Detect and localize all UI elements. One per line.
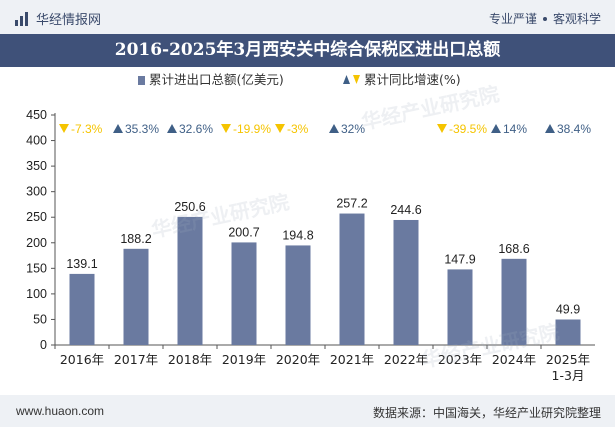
y-tick-label: 250 [26,210,47,224]
x-tick-label: 2019年 [222,352,266,367]
bar-value-label: 250.6 [174,200,205,214]
bar-value-label: 200.7 [228,225,259,239]
bar-value-label: 244.6 [390,203,421,217]
chart-logo-icon [15,11,28,26]
bar [69,273,95,345]
title-bar: 2016-2025年3月西安关中综合保税区进出口总额 [0,34,615,67]
slogan-left: 专业严谨 [488,12,537,26]
legend-label-growth: 累计同比增速(%) [364,72,461,87]
slogan-right: 客观科学 [552,12,601,26]
x-tick-label: 2018年 [168,352,212,367]
y-tick-label: 50 [33,312,47,326]
separator-dot-icon [542,16,547,21]
growth-value-label: -3% [287,122,309,136]
bar [285,245,311,345]
bar-value-label: 147.9 [444,252,475,266]
bar-value-label: 188.2 [120,232,151,246]
brand-logo: 华经情报网 [14,9,101,28]
x-tick-label: 2024年 [492,352,536,367]
x-tick-label: 2025年 [546,352,590,367]
bar [339,213,365,345]
growth-value-label: -7.3% [71,122,103,136]
brand-name: 华经情报网 [36,13,102,28]
growth-down-marker [275,124,285,133]
legend-bar-swatch [138,76,145,85]
bar [177,216,203,345]
growth-value-label: 14% [503,122,527,136]
bar-value-label: 257.2 [336,197,367,211]
bar [555,319,581,345]
x-tick-label: 2017年 [114,352,158,367]
bar-value-label: 194.8 [282,228,313,242]
y-tick-label: 0 [40,338,47,352]
bar-value-label: 168.6 [498,242,529,256]
growth-value-label: -19.9% [233,122,271,136]
growth-value-label: 32% [341,122,365,136]
y-tick-label: 200 [26,236,47,250]
growth-down-marker [221,124,231,133]
growth-value-label: 35.3% [125,122,159,136]
bar-chart: 累计进出口总额(亿美元) 累计同比增速(%) 0 50 100 150 200 250 300 3… [26,72,595,383]
slogan: 专业严谨 客观科学 [489,10,601,27]
growth-up-marker [329,124,339,133]
bar [501,258,527,345]
x-tick-label: 1-3月 [552,368,585,383]
growth-up-marker [113,124,123,133]
y-tick-label: 100 [26,287,47,301]
bar [123,248,149,345]
growth-value-label: -39.5% [449,122,487,136]
x-tick-label: 2016年 [60,352,104,367]
x-tick-label: 2023年 [438,352,482,367]
site-url: www.huaon.com [16,404,105,418]
y-tick-label: 400 [26,134,47,148]
x-tick-label: 2021年 [330,352,374,367]
footer-bar: www.huaon.com 数据来源：中国海关，华经产业研究院整理 [0,395,615,427]
bar [231,242,257,345]
y-tick-label: 300 [26,185,47,199]
chart-title: 2016-2025年3月西安关中综合保税区进出口总额 [114,40,501,60]
bar [393,219,419,345]
growth-value-label: 38.4% [557,122,591,136]
bar-value-label: 139.1 [66,257,97,271]
y-tick-label: 450 [26,108,47,122]
growth-up-marker [167,124,177,133]
growth-up-marker [491,124,501,133]
growth-up-marker [545,124,555,133]
bar-value-label: 49.9 [556,302,580,316]
bar [447,269,473,345]
legend-down-triangle [353,75,360,84]
x-tick-label: 2022年 [384,352,428,367]
y-tick-label: 350 [26,159,47,173]
data-source: 数据来源：中国海关，华经产业研究院整理 [372,406,601,420]
y-tick-label: 150 [26,261,47,275]
legend-label-total: 累计进出口总额(亿美元) [149,72,284,87]
legend-up-triangle [343,75,350,84]
growth-value-label: 32.6% [179,122,213,136]
growth-down-marker [437,124,447,133]
top-bar: 华经情报网 专业严谨 客观科学 [0,0,615,34]
x-tick-label: 2020年 [276,352,320,367]
growth-down-marker [59,124,69,133]
